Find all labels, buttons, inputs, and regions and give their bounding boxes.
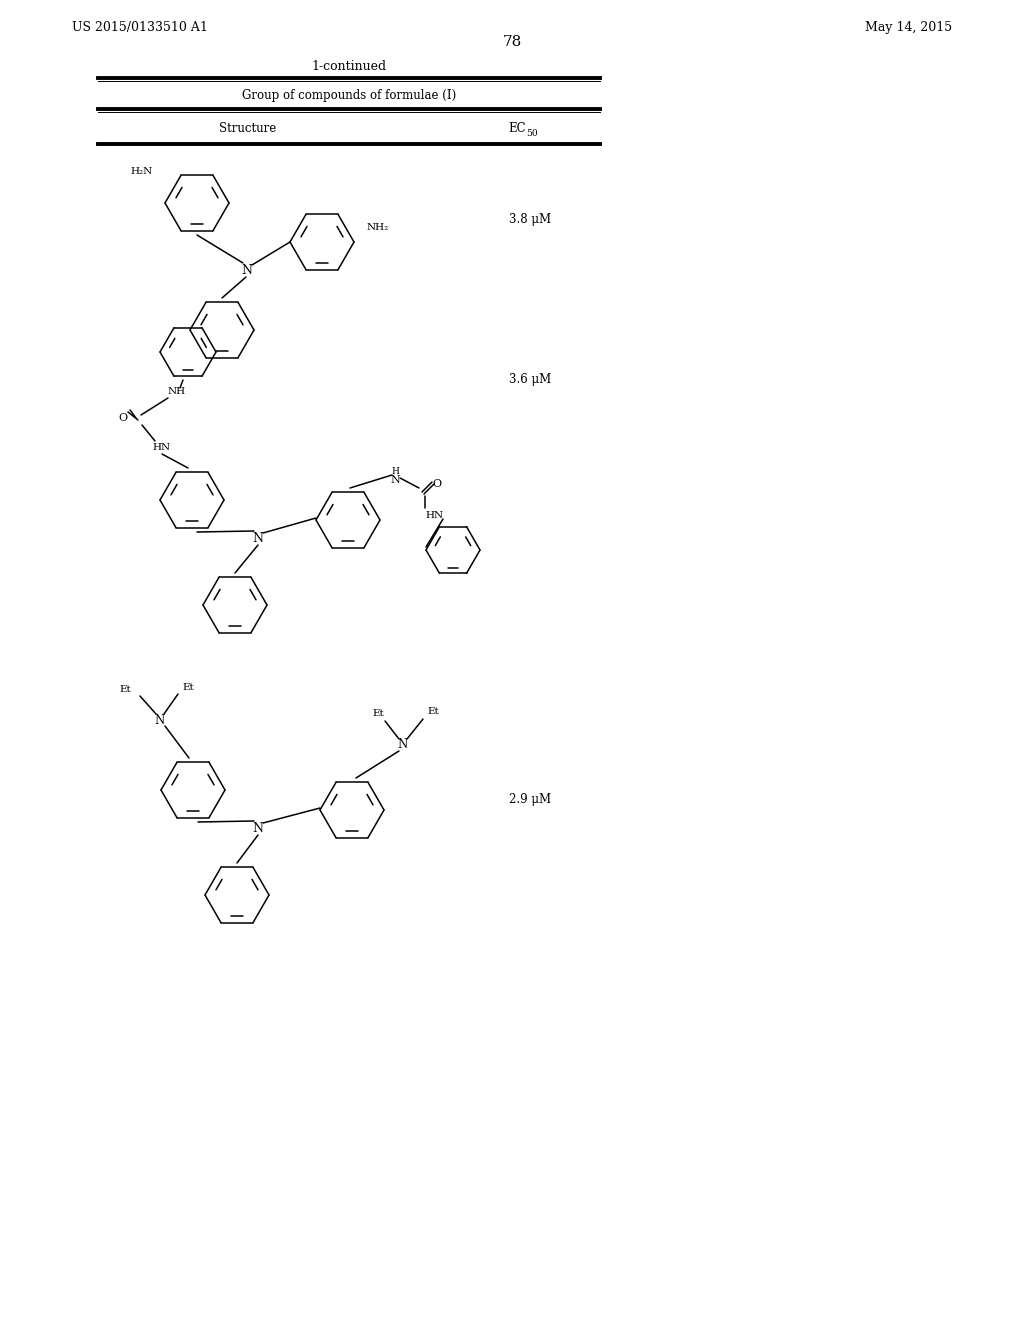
Text: Et: Et bbox=[427, 708, 439, 717]
Text: N: N bbox=[253, 532, 263, 544]
Text: Et: Et bbox=[372, 709, 384, 718]
Text: Et: Et bbox=[182, 684, 194, 693]
Text: Group of compounds of formulae (I): Group of compounds of formulae (I) bbox=[242, 90, 456, 103]
Text: 3.8 μM: 3.8 μM bbox=[509, 214, 551, 227]
Text: O: O bbox=[119, 413, 128, 422]
Text: 78: 78 bbox=[503, 36, 521, 49]
Text: May 14, 2015: May 14, 2015 bbox=[865, 21, 952, 33]
Text: 50: 50 bbox=[526, 128, 538, 137]
Text: N: N bbox=[253, 821, 263, 834]
Text: 2.9 μM: 2.9 μM bbox=[509, 793, 551, 807]
Text: N: N bbox=[155, 714, 165, 726]
Text: H: H bbox=[391, 467, 399, 477]
Text: 3.6 μM: 3.6 μM bbox=[509, 374, 551, 387]
Text: Structure: Structure bbox=[219, 121, 276, 135]
Text: 1-continued: 1-continued bbox=[311, 61, 387, 74]
Text: HN: HN bbox=[152, 444, 170, 453]
Text: O: O bbox=[432, 479, 441, 488]
Text: HN: HN bbox=[425, 511, 443, 520]
Text: NH₂: NH₂ bbox=[367, 223, 389, 231]
Text: NH: NH bbox=[168, 388, 186, 396]
Text: N: N bbox=[242, 264, 253, 276]
Text: Et: Et bbox=[119, 685, 131, 694]
Text: EC: EC bbox=[508, 121, 525, 135]
Text: N: N bbox=[398, 738, 409, 751]
Text: N: N bbox=[390, 475, 400, 484]
Text: US 2015/0133510 A1: US 2015/0133510 A1 bbox=[72, 21, 208, 33]
Text: H₂N: H₂N bbox=[131, 166, 153, 176]
